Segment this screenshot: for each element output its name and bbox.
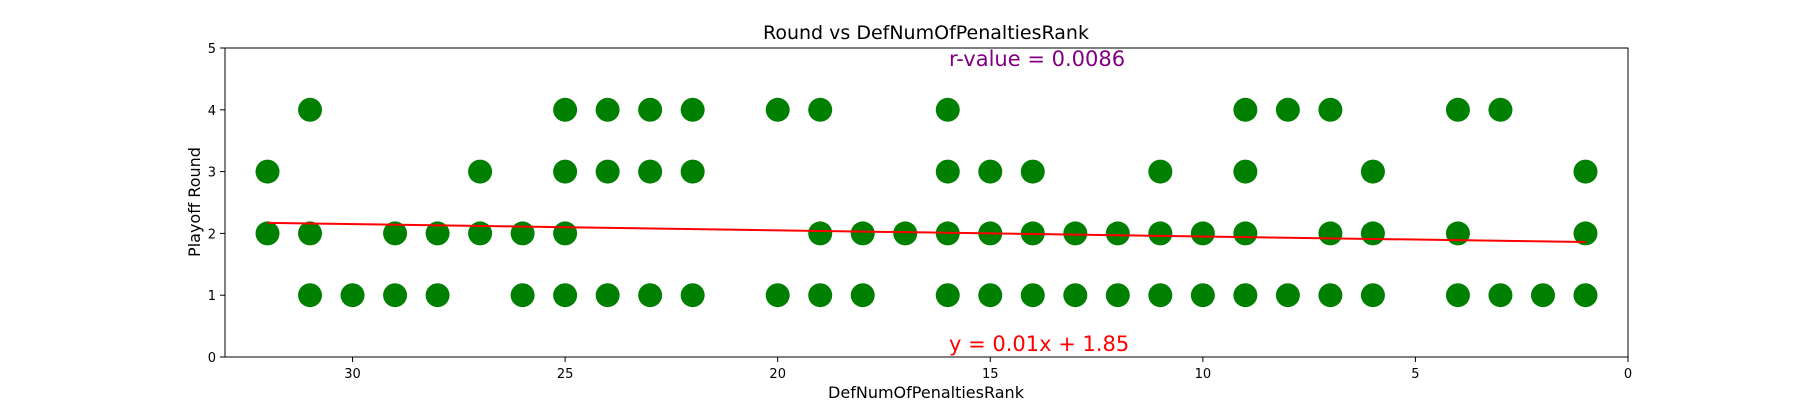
equation-annotation: y = 0.01x + 1.85 [949,332,1129,356]
data-point [1573,283,1598,308]
data-point [850,221,875,246]
y-tick-label: 0 [208,351,216,366]
y-tick-label: 5 [208,42,216,57]
x-tick-label: 25 [557,367,574,382]
data-point [255,221,280,246]
data-point [1190,283,1215,308]
y-tick-label: 3 [208,166,216,181]
data-point [298,97,323,122]
x-tick-label: 15 [982,367,999,382]
data-point [1063,221,1088,246]
data-point [298,283,323,308]
plot-area-frame [224,47,1629,358]
data-point [468,221,493,246]
y-axis-label: Playoff Round [185,147,204,257]
data-point [935,97,960,122]
x-tick-label: 20 [769,367,786,382]
data-point [1573,159,1598,184]
data-point [1445,283,1470,308]
data-point [1233,221,1258,246]
r-value-annotation: r-value = 0.0086 [949,47,1125,71]
data-point [383,221,408,246]
data-point [935,283,960,308]
data-point [1190,221,1215,246]
data-point [808,283,833,308]
data-point [1488,283,1513,308]
data-point [1360,221,1385,246]
data-point [978,159,1003,184]
y-axis: 0 1 2 3 4 5 [208,42,225,366]
data-point [1275,283,1300,308]
data-point [468,159,493,184]
data-point [1020,283,1045,308]
x-tick-label: 5 [1411,367,1419,382]
data-point [595,283,620,308]
chart-title: Round vs DefNumOfPenaltiesRank [763,22,1089,44]
data-point [1275,97,1300,122]
data-point [1233,97,1258,122]
data-point [1233,159,1258,184]
x-tick-label: 0 [1624,367,1632,382]
data-point [935,159,960,184]
y-tick-label: 4 [208,104,216,119]
data-point [1530,283,1555,308]
data-point [893,221,918,246]
x-tick-label: 10 [1195,367,1212,382]
data-point [553,159,578,184]
y-tick-label: 2 [208,227,216,242]
data-points [255,97,1598,308]
data-point [1318,221,1343,246]
data-point [978,283,1003,308]
data-point [680,159,705,184]
data-point [1020,159,1045,184]
data-point [680,283,705,308]
data-point [808,97,833,122]
data-point [1360,159,1385,184]
data-point [340,283,365,308]
data-point [383,283,408,308]
y-tick-label: 1 [208,289,216,304]
data-point [850,283,875,308]
data-point [765,97,790,122]
x-axis-label: DefNumOfPenaltiesRank [828,383,1025,400]
data-point [1105,221,1130,246]
data-point [1318,97,1343,122]
data-point [1063,283,1088,308]
data-point [510,283,535,308]
data-point [1148,283,1173,308]
data-point [255,159,280,184]
data-point [595,97,620,122]
data-point [1488,97,1513,122]
x-tick-label: 30 [344,367,361,382]
data-point [638,159,663,184]
data-point [1105,283,1130,308]
data-point [680,97,705,122]
data-point [808,221,833,246]
data-point [1445,221,1470,246]
data-point [553,221,578,246]
data-point [1573,221,1598,246]
data-point [1318,283,1343,308]
trendline [267,221,1586,244]
data-point [425,221,450,246]
data-point [1233,283,1258,308]
data-point [553,283,578,308]
data-point [425,283,450,308]
data-point [595,159,620,184]
data-point [1148,159,1173,184]
data-point [1445,97,1470,122]
trendline-group [267,221,1586,244]
data-point [1360,283,1385,308]
data-point [1148,221,1173,246]
data-point [638,283,663,308]
x-axis: 30 25 20 15 10 5 0 [344,357,1632,382]
data-point [298,221,323,246]
data-point [765,283,790,308]
data-point [510,221,535,246]
data-point [553,97,578,122]
data-point [638,97,663,122]
